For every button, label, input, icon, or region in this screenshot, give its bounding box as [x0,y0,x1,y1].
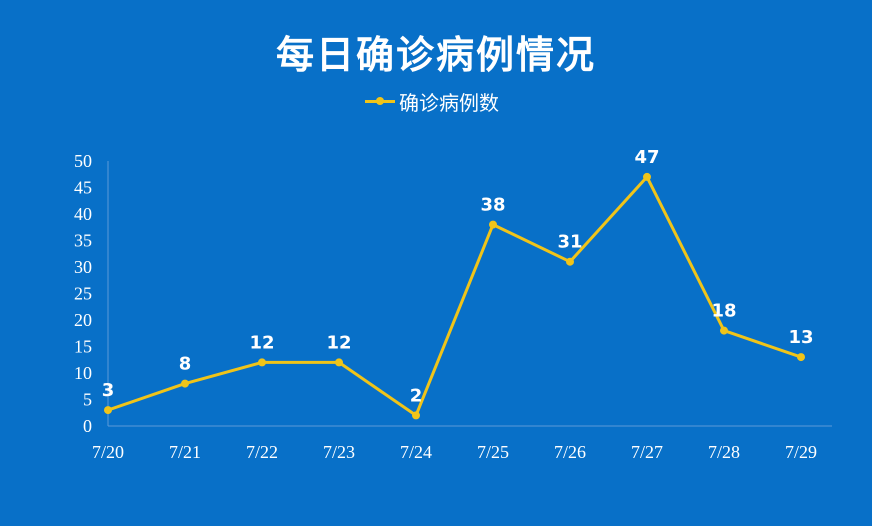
data-point [104,406,112,415]
data-point [797,353,805,362]
legend: 确诊病例数 [365,88,499,115]
data-label: 47 [634,147,659,168]
data-label: 31 [557,232,582,253]
y-tick-label: 15 [74,337,92,357]
data-label: 8 [179,354,192,375]
y-tick-label: 35 [74,231,92,251]
y-tick-label: 30 [74,257,92,277]
y-tick-label: 0 [83,416,92,436]
chart-title: 每日确诊病例情况 [275,33,596,77]
data-point [181,379,189,388]
y-axis: 0 5 10 15 20 25 30 35 40 45 50 [74,151,109,436]
x-tick-label: 7/21 [169,442,201,462]
series-line-path [107,175,802,417]
data-label: 12 [326,332,351,353]
data-label: 18 [711,301,736,322]
y-tick-label: 40 [74,204,92,224]
data-label: 3 [102,380,115,401]
x-tick-label: 7/23 [323,442,355,462]
data-point [412,411,420,420]
data-point [335,358,343,367]
x-axis: 7/20 7/21 7/22 7/23 7/24 7/25 7/26 7/27 7/28 7/29 [92,425,832,462]
y-tick-label: 10 [74,363,92,383]
y-tick-label: 45 [74,178,92,198]
x-tick-label: 7/22 [246,442,278,462]
x-tick-label: 7/20 [92,442,124,462]
data-point [643,172,651,181]
legend-line-marker-icon [365,91,395,111]
y-tick-label: 20 [74,310,92,330]
y-tick-label: 5 [83,390,92,410]
x-tick-label: 7/24 [400,442,432,462]
data-label: 38 [480,195,505,216]
data-point [566,257,574,266]
legend-label: 确诊病例数 [399,90,499,115]
y-tick-label: 25 [74,284,92,304]
data-label: 13 [788,327,813,348]
data-points [104,172,805,420]
data-point [258,358,266,367]
series-line [107,175,802,417]
data-label: 12 [249,332,274,353]
data-point [720,326,728,335]
x-tick-label: 7/29 [785,442,817,462]
data-point [489,220,497,229]
x-tick-label: 7/25 [477,442,509,462]
x-tick-label: 7/28 [708,442,740,462]
x-tick-label: 7/26 [554,442,586,462]
data-label: 2 [410,385,423,406]
y-tick-label: 50 [74,151,92,171]
x-tick-label: 7/27 [631,442,663,462]
